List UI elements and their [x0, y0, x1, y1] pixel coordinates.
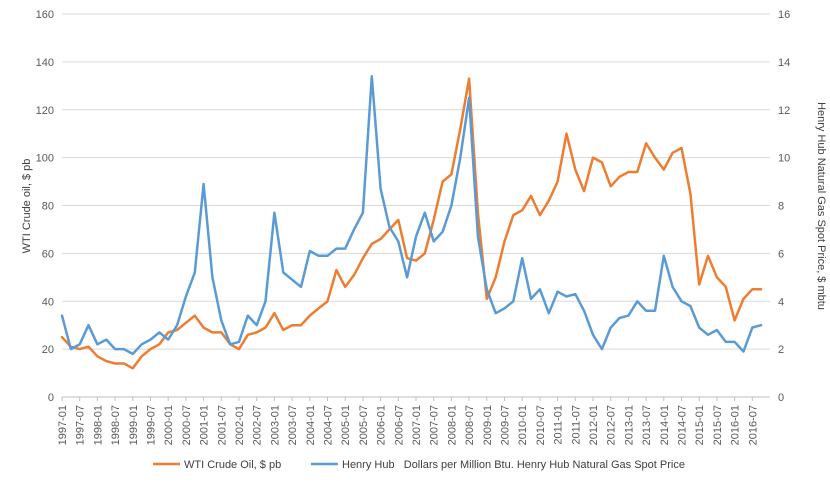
left-tick-label: 100 — [36, 153, 54, 165]
left-tick-label: 80 — [42, 201, 54, 213]
x-tick-label: 1999-07 — [146, 405, 158, 445]
x-tick-label: 2012-07 — [606, 405, 618, 445]
x-tick-label: 2013-01 — [623, 405, 635, 445]
x-tick-label: 2008-01 — [446, 405, 458, 445]
x-tick-label: 1998-07 — [110, 405, 122, 445]
x-tick-label: 2001-01 — [199, 405, 211, 445]
left-tick-label: 60 — [42, 248, 54, 260]
x-tick-label: 2007-01 — [411, 405, 423, 445]
left-tick-label: 40 — [42, 296, 54, 308]
right-axis-title: Henry Hub Natural Gas Spot Price, $ mbtu — [815, 102, 827, 310]
x-tick-label: 2004-01 — [305, 405, 317, 445]
x-tick-label: 2005-01 — [340, 405, 352, 445]
x-tick-label: 2007-07 — [429, 405, 441, 445]
x-tick-label: 2010-07 — [535, 405, 547, 445]
x-tick-label: 1998-01 — [92, 405, 104, 445]
left-axis-title: WTI Crude oil, $ pb — [21, 159, 33, 254]
legend-label-henry-hub: Henry Hub Dollars per Million Btu. Henry… — [342, 459, 685, 471]
left-tick-label: 140 — [36, 57, 54, 69]
left-tick-label: 120 — [36, 105, 54, 117]
left-tick-label: 0 — [48, 392, 54, 404]
x-tick-label: 2016-01 — [730, 405, 742, 445]
x-tick-label: 1999-01 — [128, 405, 140, 445]
x-tick-label: 2015-01 — [694, 405, 706, 445]
left-tick-label: 20 — [42, 344, 54, 356]
legend: WTI Crude Oil, $ pb Henry Hub Dollars pe… — [153, 459, 685, 471]
right-tick-label: 16 — [778, 9, 790, 21]
x-tick-label: 2011-07 — [570, 405, 582, 445]
x-tick-label: 2000-01 — [163, 405, 175, 445]
x-tick-label: 2000-07 — [181, 405, 193, 445]
x-tick-label: 2014-07 — [677, 405, 689, 445]
left-axis-ticks: 0 20 40 60 80 100 120 140 160 — [36, 9, 54, 404]
x-tick-label: 2004-07 — [323, 405, 335, 445]
x-tick-label: 2011-01 — [553, 405, 565, 445]
x-tick-label: 1997-01 — [57, 405, 69, 445]
right-tick-label: 8 — [778, 201, 784, 213]
x-tick-label: 2002-01 — [234, 405, 246, 445]
x-tick-label: 2010-01 — [517, 405, 529, 445]
x-tick-label: 2008-07 — [464, 405, 476, 445]
right-tick-label: 14 — [778, 57, 790, 69]
right-tick-label: 10 — [778, 153, 790, 165]
x-tick-label: 2005-07 — [358, 405, 370, 445]
x-tick-label: 2016-07 — [747, 405, 759, 445]
x-tick-label: 2003-07 — [287, 405, 299, 445]
legend-label-wti: WTI Crude Oil, $ pb — [184, 459, 281, 471]
gridlines — [62, 13, 770, 398]
right-tick-label: 0 — [778, 392, 784, 404]
x-tick-label: 1997-07 — [75, 405, 87, 445]
x-tick-label: 2002-07 — [252, 405, 264, 445]
right-axis-ticks: 0 2 4 6 8 10 12 14 16 — [778, 9, 790, 404]
x-tick-label: 2001-07 — [216, 405, 228, 445]
x-tick-label: 2006-01 — [376, 405, 388, 445]
x-tick-label: 2009-01 — [482, 405, 494, 445]
x-tick-label: 2003-01 — [269, 405, 281, 445]
x-tick-label: 2014-01 — [659, 405, 671, 445]
x-tick-label: 2015-07 — [712, 405, 724, 445]
right-tick-label: 2 — [778, 344, 784, 356]
x-tick-label: 2006-07 — [393, 405, 405, 445]
series-line-henry-hub — [60, 74, 763, 356]
x-tick-label: 2012-01 — [588, 405, 600, 445]
x-tick-label: 2013-07 — [641, 405, 653, 445]
x-axis-ticks: 1997-01 1997-07 1998-01 1998-07 1999-01 1999-… — [57, 396, 770, 445]
right-tick-label: 12 — [778, 105, 790, 117]
x-tick-label: 2009-07 — [500, 405, 512, 445]
right-tick-label: 4 — [778, 296, 784, 308]
left-tick-label: 160 — [36, 9, 54, 21]
series-lines — [60, 74, 763, 370]
right-tick-label: 6 — [778, 248, 784, 260]
series-line-wti — [60, 77, 763, 370]
